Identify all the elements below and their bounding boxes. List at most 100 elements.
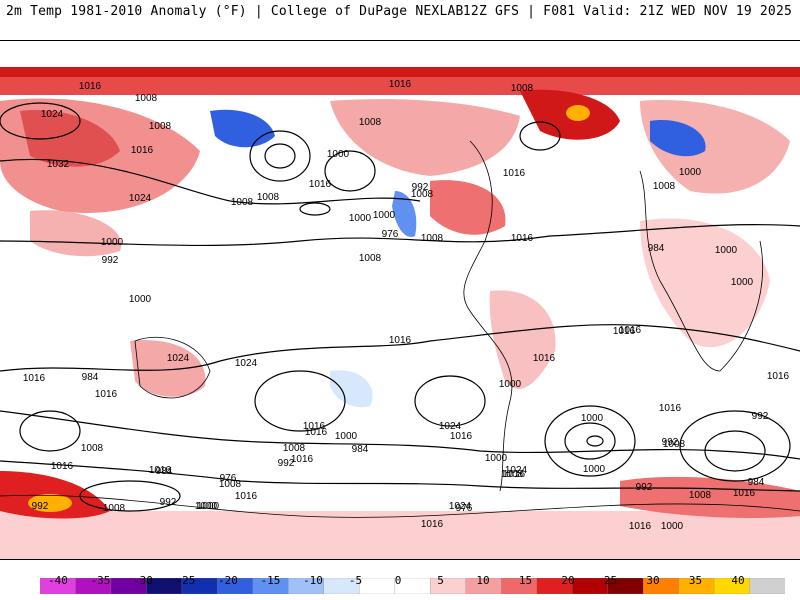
isobar-label: 1000 [101, 237, 124, 248]
isobar-label: 1000 [349, 213, 372, 224]
australia-coastline [134, 337, 211, 399]
low-pressure-inner [564, 422, 616, 460]
low-pressure-inner [264, 143, 296, 169]
isobar-label: 1008 [421, 233, 444, 244]
high-pressure-center [0, 102, 81, 140]
scandinavia-cold-region [650, 120, 706, 157]
low-pressure-center [544, 405, 636, 477]
isobar-label: 1016 [659, 403, 682, 414]
low-pressure-center [679, 410, 791, 482]
isobar-label: 1000 [129, 294, 152, 305]
isobar-label: 1024 [129, 193, 152, 204]
isobar-label: 1016 [23, 373, 46, 384]
antarctica-coastline [0, 494, 800, 518]
color-scale-tick-label: 15 [518, 574, 533, 587]
isobar-label: 1008 [663, 439, 686, 450]
china-warm-region [30, 210, 122, 257]
greenland-hot-spot [566, 105, 590, 121]
isobar-label: 976 [382, 229, 399, 240]
us-warm-region [430, 180, 506, 235]
isobar-label: 984 [156, 466, 173, 477]
isobar-label: 1016 [503, 469, 526, 480]
isobar-label: 992 [412, 182, 429, 193]
isobar-label: 1024 [235, 358, 258, 369]
isobar-label: 1008 [653, 181, 676, 192]
isobar-contour [0, 158, 421, 205]
isobar-label: 992 [102, 255, 119, 266]
low-pressure-inner [704, 430, 766, 472]
isobar-label: 1032 [47, 159, 70, 170]
isobar-label: 1016 [291, 454, 314, 465]
color-scale-tick-label: 25 [603, 574, 618, 587]
isobar-label: 1008 [219, 479, 242, 490]
isobar-label: 1016 [305, 427, 328, 438]
isobar-label: 1000 [197, 501, 220, 512]
isobar-label: 984 [748, 477, 765, 488]
africa-coastline [639, 170, 763, 372]
isobar-label: 992 [32, 501, 49, 512]
isobar-label: 1016 [303, 421, 326, 432]
color-scale-tick-label: 0 [394, 574, 402, 587]
map-title: 2m Temp 1981-2010 Anomaly (°F) | College… [6, 4, 464, 19]
isobar-label: 1008 [359, 117, 382, 128]
isobar-label: 1008 [149, 121, 172, 132]
isobar-contour [0, 460, 800, 492]
isobar-label: 1008 [81, 443, 104, 454]
color-scale-tick-label: 30 [646, 574, 660, 587]
isobar-label: 1008 [283, 443, 306, 454]
isobar-label: 1016 [389, 79, 412, 90]
color-scale-tick-label: 40 [731, 574, 745, 587]
isobar-label: 984 [648, 243, 665, 254]
isobar-label: 1000 [195, 501, 218, 512]
isobar-label: 1000 [715, 245, 738, 256]
south-america-warm-region [489, 290, 556, 390]
isobar-label: 1016 [51, 461, 74, 472]
isobar-label: 1000 [499, 379, 522, 390]
isobar-label: 1016 [503, 168, 526, 179]
high-pressure-center [299, 202, 331, 216]
isobar-label: 1024 [41, 109, 64, 120]
color-scale-tick-label: 5 [437, 574, 444, 587]
isobar-label: 1024 [505, 465, 528, 476]
high-pressure-center [254, 370, 346, 432]
canada-warm-region [330, 99, 520, 176]
isobar-label: 984 [82, 372, 99, 383]
color-scale-tick-label: 20 [561, 574, 575, 587]
isobar-contour [0, 224, 800, 247]
color-scale-swatch [749, 578, 785, 594]
isobar-label: 992 [752, 411, 769, 422]
color-scale-tick-label: -30 [133, 574, 153, 587]
color-scale-tick-label: 10 [476, 574, 490, 587]
isobar-label: 1000 [373, 210, 396, 221]
americas-coastline [463, 140, 513, 492]
isobar-label: 1016 [95, 389, 118, 400]
isobar-label: 992 [662, 437, 679, 448]
isobar-label: 1016 [149, 465, 172, 476]
high-pressure-center [414, 375, 486, 427]
isobar-label: 992 [278, 458, 295, 469]
coastlines [0, 140, 800, 518]
isobar-label: 1016 [309, 179, 332, 190]
isobar-label: 1016 [389, 335, 412, 346]
isobar-label: 1008 [231, 197, 254, 208]
alaska-cold-region [210, 109, 275, 148]
low-pressure-center [79, 480, 181, 512]
low-pressure-center [249, 130, 311, 182]
color-scale-tick-label: -35 [90, 574, 111, 587]
color-scale-tick-label: -15 [260, 574, 281, 587]
australia-warm-region [130, 340, 206, 397]
isobar-label: 1000 [485, 453, 508, 464]
isobar-label: 1024 [167, 353, 190, 364]
isobar-label: 992 [160, 497, 177, 508]
global-anomaly-map: 1016 1008 1008 1016 1032 1024 1024 1016 1008 1008… [0, 40, 800, 560]
isobar-label: 1008 [359, 253, 382, 264]
antarctic-hot-spot [28, 494, 72, 512]
isobar-label: 1000 [327, 149, 350, 160]
isobar-label: 1000 [581, 413, 604, 424]
isobar-label: 1016 [533, 353, 556, 364]
isobar-label: 1024 [439, 421, 462, 432]
isobar-label: 1008 [257, 192, 280, 203]
isobar-label: 1016 [421, 519, 444, 530]
